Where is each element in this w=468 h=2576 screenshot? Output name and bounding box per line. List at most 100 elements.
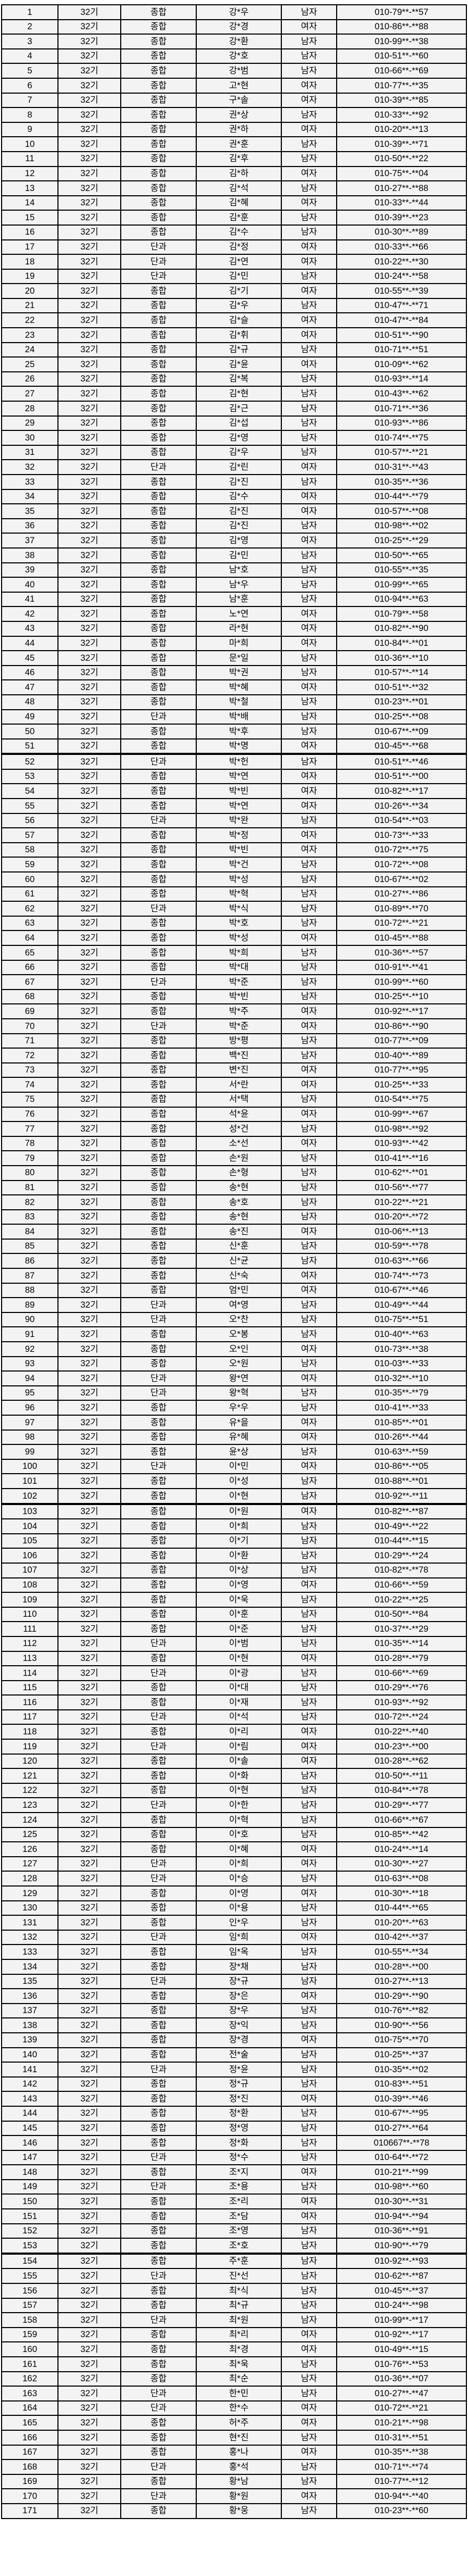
cohort-cell: 32기	[57, 2386, 121, 2402]
gender-cell: 여자	[281, 121, 337, 138]
cohort-cell: 32기	[57, 1548, 121, 1564]
category-cell: 종합	[120, 547, 197, 563]
table-row: 86 32기 종합 신*균 남자 010-63**-**66	[1, 1253, 467, 1269]
gender-cell: 남자	[281, 4, 337, 20]
name-cell: 오*봉	[196, 1326, 282, 1343]
category-cell: 종합	[120, 562, 197, 578]
phone-cell: 010-66**-**59	[336, 1577, 467, 1593]
row-number-cell: 29	[1, 415, 59, 431]
table-row: 27 32기 종합 김*현 남자 010-43**-**62	[1, 386, 467, 402]
category-cell: 종합	[120, 1782, 197, 1799]
category-cell: 종합	[120, 2444, 197, 2461]
name-cell: 박*혜	[196, 679, 282, 695]
cohort-cell: 32기	[57, 1518, 121, 1534]
phone-cell: 010-75**-**51	[336, 1311, 467, 1328]
row-number-cell: 31	[1, 444, 59, 461]
gender-cell: 여자	[281, 459, 337, 475]
gender-cell: 여자	[281, 2208, 337, 2224]
cohort-cell: 32기	[57, 1929, 121, 1946]
cohort-cell: 32기	[57, 1915, 121, 1931]
gender-cell: 남자	[281, 107, 337, 123]
gender-cell: 남자	[281, 430, 337, 446]
row-number-cell: 42	[1, 606, 59, 622]
name-cell: 최*규	[196, 2297, 282, 2314]
cohort-cell: 32기	[57, 2341, 121, 2357]
cohort-cell: 32기	[57, 577, 121, 593]
table-row: 89 32기 단과 여*영 남자 010-49**-**44	[1, 1297, 467, 1313]
name-cell: 김*휘	[196, 327, 282, 343]
category-cell: 종합	[120, 1062, 197, 1078]
category-cell: 종합	[120, 1988, 197, 2004]
phone-cell: 010-33**-**66	[336, 239, 467, 255]
phone-cell: 010-72**-**75	[336, 842, 467, 858]
category-cell: 단과	[120, 2488, 197, 2504]
category-cell: 종합	[120, 1209, 197, 1225]
table-row: 14 32기 종합 김*혜 여자 010-33**-**44	[1, 195, 467, 211]
gender-cell: 여자	[281, 1458, 337, 1475]
cohort-cell: 32기	[57, 2356, 121, 2372]
name-cell: 전*술	[196, 2047, 282, 2063]
cohort-cell: 32기	[57, 2488, 121, 2504]
table-row: 128 32기 단과 이*승 남자 010-63**-**08	[1, 1871, 467, 1887]
category-cell: 단과	[120, 1739, 197, 1755]
table-row: 147 32기 단과 정*수 남자 010-64**-**72	[1, 2149, 467, 2166]
name-cell: 박*대	[196, 959, 282, 976]
row-number-cell: 61	[1, 886, 59, 902]
table-row: 78 32기 종합 소*선 여자 010-93**-**42	[1, 1135, 467, 1152]
category-cell: 종합	[120, 1179, 197, 1196]
table-row: 113 32기 종합 이*현 여자 010-28**-**79	[1, 1650, 467, 1667]
category-cell: 종합	[120, 2356, 197, 2372]
row-number-cell: 101	[1, 1473, 59, 1489]
table-row: 162 32기 종합 최*순 남자 010-36**-**07	[1, 2371, 467, 2387]
row-number-cell: 86	[1, 1253, 59, 1269]
gender-cell: 남자	[281, 1179, 337, 1196]
cohort-cell: 32기	[57, 1033, 121, 1049]
cohort-cell: 32기	[57, 2032, 121, 2048]
cohort-cell: 32기	[57, 2208, 121, 2224]
gender-cell: 남자	[281, 518, 337, 534]
phone-cell: 010-83**-**51	[336, 2076, 467, 2092]
table-row: 73 32기 종합 변*진 여자 010-77**-**95	[1, 1062, 467, 1078]
category-cell: 종합	[120, 1900, 197, 1916]
table-row: 121 32기 종합 이*화 남자 010-50**-**11	[1, 1768, 467, 1784]
category-cell: 단과	[120, 1856, 197, 1872]
gender-cell: 남자	[281, 2135, 337, 2151]
cohort-cell: 32기	[57, 356, 121, 372]
table-row: 58 32기 종합 박*빈 여자 010-72**-**75	[1, 842, 467, 858]
phone-cell: 010-82**-**87	[336, 1503, 467, 1520]
cohort-cell: 32기	[57, 2017, 121, 2033]
phone-cell: 010-84**-**78	[336, 1782, 467, 1799]
row-number-cell: 93	[1, 1356, 59, 1372]
category-cell: 종합	[120, 1473, 197, 1489]
table-row: 130 32기 종합 이*용 남자 010-44**-**65	[1, 1900, 467, 1916]
name-cell: 황*웅	[196, 2503, 282, 2519]
row-number-cell: 134	[1, 1958, 59, 1975]
category-cell: 종합	[120, 1562, 197, 1578]
row-number-cell: 161	[1, 2356, 59, 2372]
phone-cell: 010-85**-**42	[336, 1826, 467, 1843]
cohort-cell: 32기	[57, 930, 121, 946]
cohort-cell: 32기	[57, 1724, 121, 1740]
category-cell: 종합	[120, 1224, 197, 1240]
phone-cell: 010-74**-**73	[336, 1268, 467, 1284]
gender-cell: 여자	[281, 19, 337, 35]
row-number-cell: 110	[1, 1606, 59, 1623]
name-cell: 석*윤	[196, 1106, 282, 1123]
table-row: 96 32기 종합 우*우 남자 010-41**-**33	[1, 1400, 467, 1416]
category-cell: 단과	[120, 709, 197, 725]
cohort-cell: 32기	[57, 1473, 121, 1489]
gender-cell: 남자	[281, 1973, 337, 1990]
name-cell: 강*범	[196, 63, 282, 79]
cohort-cell: 32기	[57, 1326, 121, 1343]
phone-cell: 010-51**-**00	[336, 768, 467, 785]
table-row: 159 32기 종합 최*리 여자 010-92**-**17	[1, 2326, 467, 2343]
cohort-cell: 32기	[57, 165, 121, 182]
name-cell: 이*성	[196, 1473, 282, 1489]
gender-cell: 여자	[281, 1003, 337, 1019]
phone-cell: 010-67**-**46	[336, 1282, 467, 1299]
row-number-cell: 106	[1, 1548, 59, 1564]
category-cell: 종합	[120, 1621, 197, 1637]
category-cell: 종합	[120, 1606, 197, 1623]
phone-cell: 010-22**-**21	[336, 1194, 467, 1210]
table-row: 46 32기 종합 박*권 남자 010-57**-**14	[1, 664, 467, 681]
